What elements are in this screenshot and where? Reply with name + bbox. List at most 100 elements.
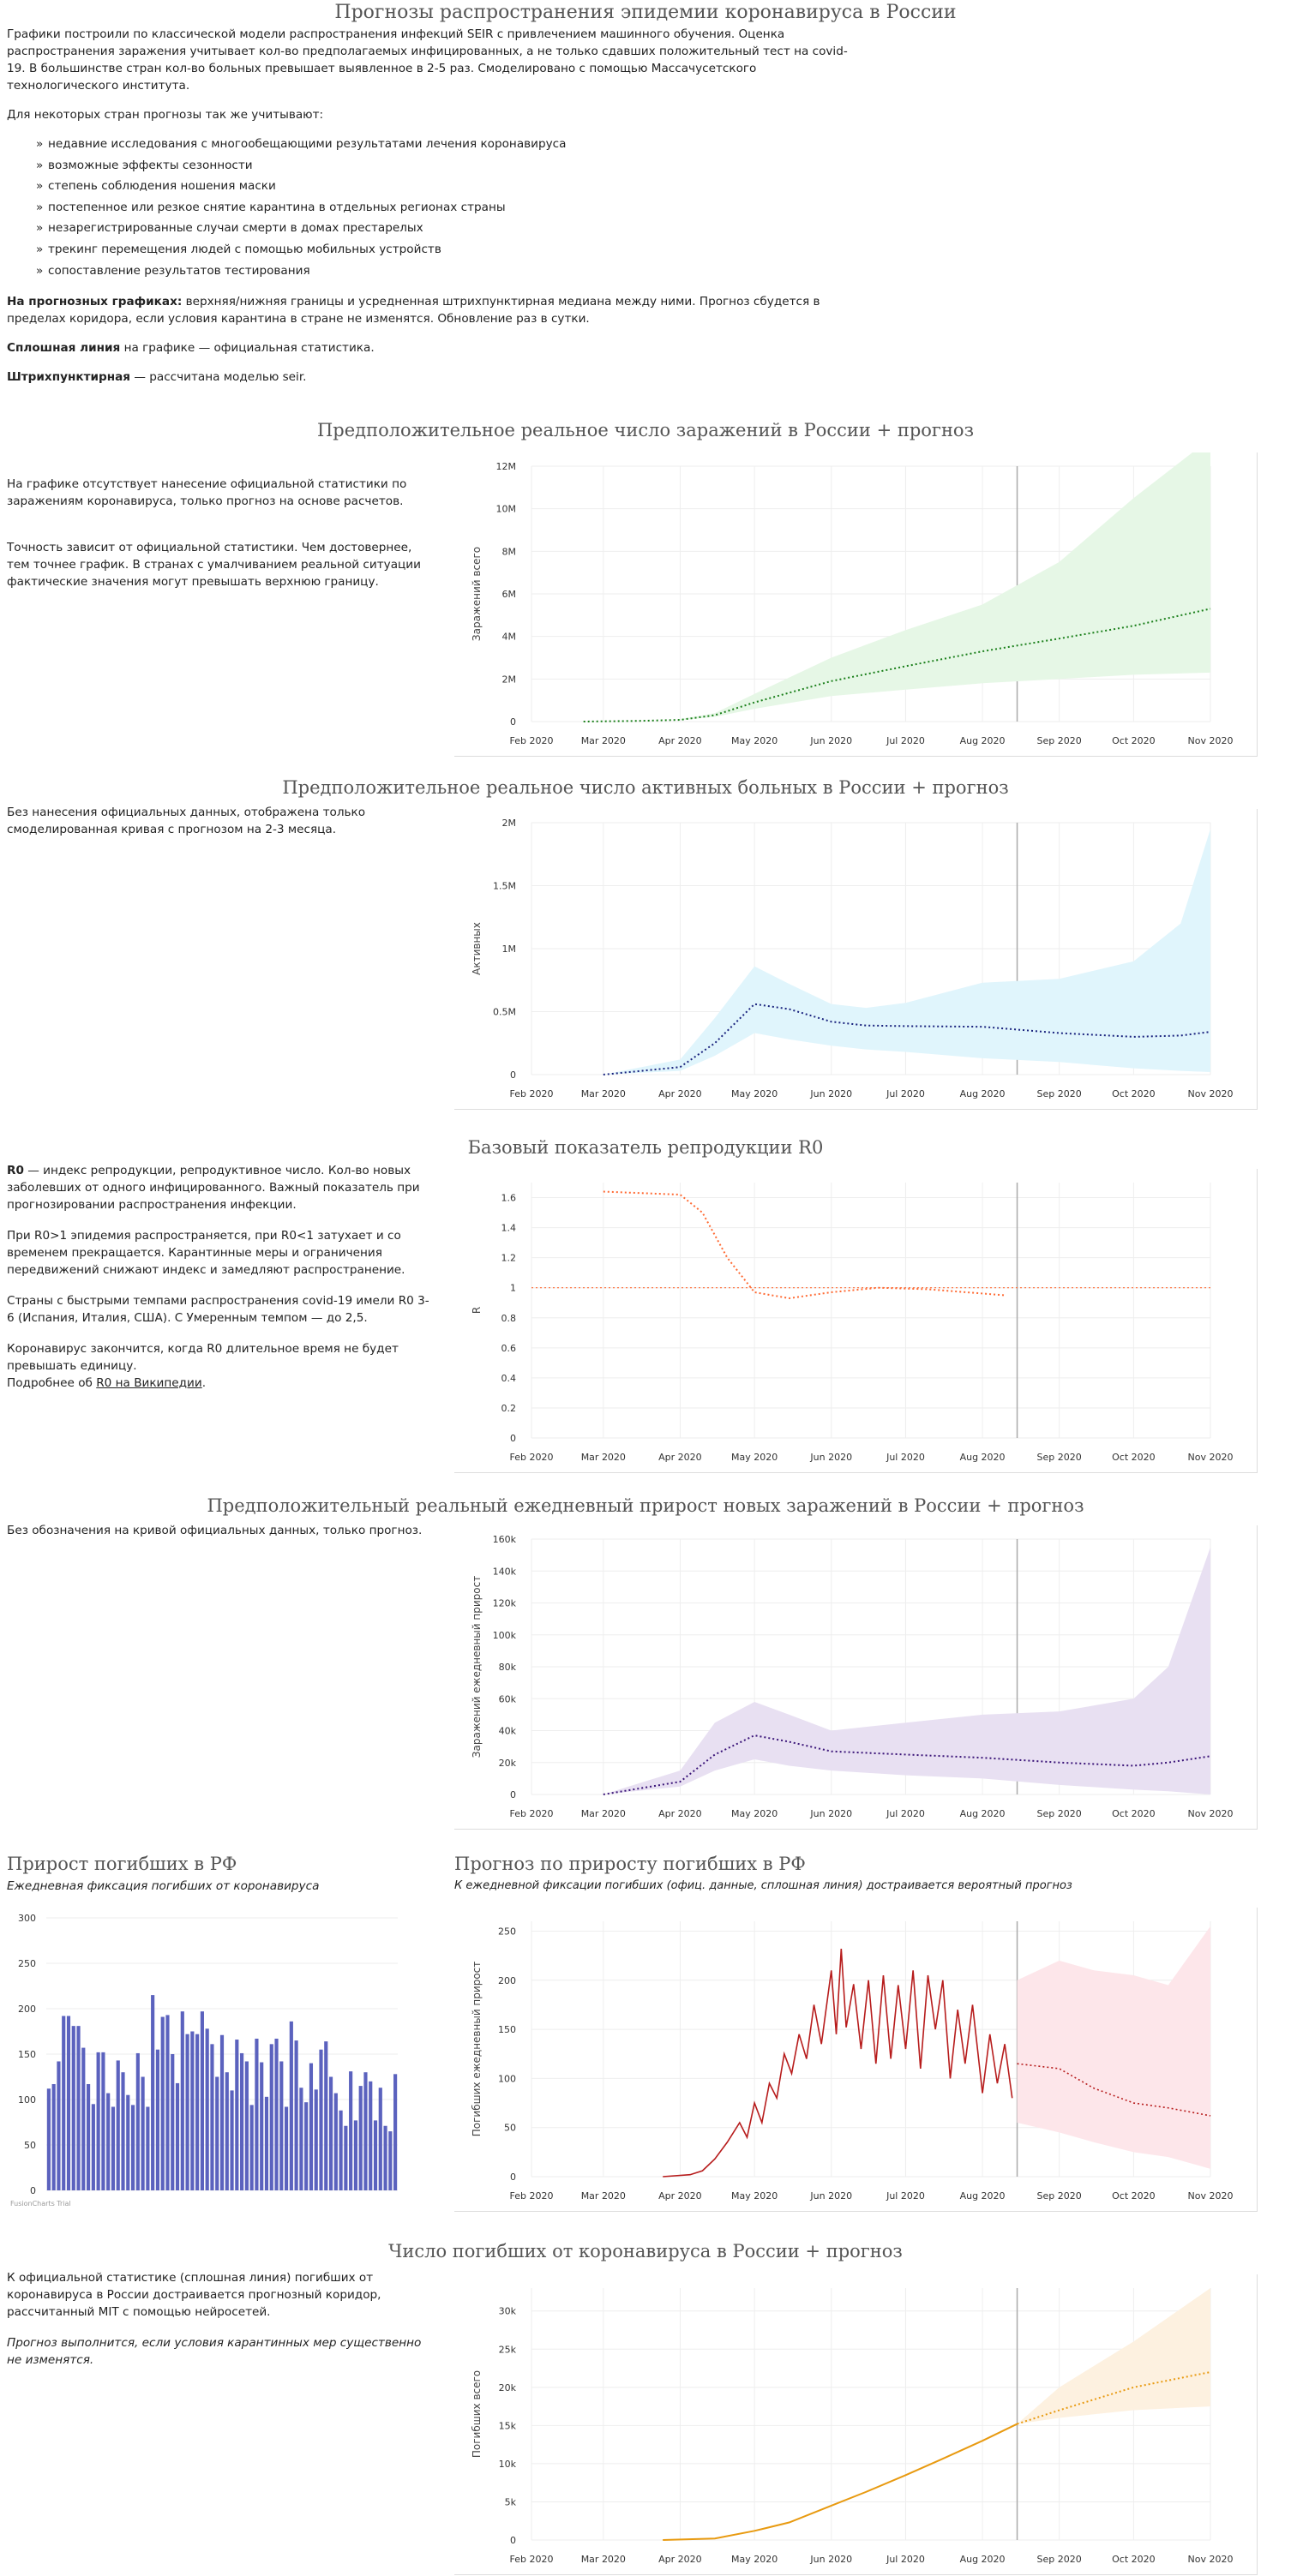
note-dashed-bold: Штрихпунктирная bbox=[7, 370, 130, 385]
bar bbox=[91, 2104, 95, 2190]
section-title-r0: Базовый показатель репродукции R0 bbox=[467, 1137, 824, 1158]
bar bbox=[126, 2094, 130, 2190]
bar bbox=[51, 2083, 56, 2190]
x-tick-label: Aug 2020 bbox=[960, 2190, 1006, 2202]
bar bbox=[333, 2093, 338, 2190]
note-forecast: На прогнозных графиках: верхняя/нижняя г… bbox=[7, 293, 856, 327]
y-axis-label: Заражений ежедневный прирост bbox=[471, 1576, 483, 1758]
y-tick-label: 2M bbox=[502, 818, 517, 829]
bar bbox=[210, 2044, 214, 2190]
section-title-deaths-total: Число погибших от коронавируса в России … bbox=[388, 2241, 903, 2261]
y-tick-label: 80k bbox=[499, 1662, 517, 1673]
y-axis-label: Заражений всего bbox=[471, 547, 483, 641]
bar bbox=[130, 2105, 135, 2190]
deaths-growth-chart: 0 50 100 150 200 250 300 FusionCharts Trial bbox=[10, 1913, 398, 2208]
x-tick-label: Jul 2020 bbox=[886, 2554, 925, 2565]
bar bbox=[319, 2049, 323, 2190]
active-description: Без нанесения официальных данных, отобра… bbox=[7, 804, 431, 852]
x-tick-label: Mar 2020 bbox=[581, 1452, 626, 1463]
bar bbox=[279, 2061, 284, 2190]
x-tick-label: Oct 2020 bbox=[1112, 735, 1156, 746]
bar bbox=[66, 2016, 71, 2190]
x-tick-label: Aug 2020 bbox=[960, 735, 1006, 746]
x-tick-label: Jun 2020 bbox=[809, 735, 852, 746]
active-band bbox=[603, 829, 1210, 1075]
bar bbox=[269, 2044, 273, 2190]
y-tick-label: 100 bbox=[498, 2073, 516, 2084]
y-tick-label: 30k bbox=[499, 2306, 517, 2317]
x-tick-label: Oct 2020 bbox=[1112, 1808, 1156, 1819]
section-title-daily: Предположительный реальный ежедневный пр… bbox=[207, 1495, 1084, 1516]
r0-more-prefix: Подробнее об bbox=[7, 1376, 97, 1390]
bar bbox=[121, 2072, 125, 2190]
y-tick-label: 0.2 bbox=[501, 1403, 517, 1414]
bar bbox=[151, 1995, 155, 2190]
y-tick-label: 25k bbox=[499, 2344, 517, 2355]
x-tick-label: Sep 2020 bbox=[1037, 1808, 1082, 1819]
y-tick-label: 160k bbox=[493, 1534, 517, 1545]
bar bbox=[175, 2082, 180, 2190]
deaths-forecast-band bbox=[1017, 1926, 1210, 2169]
x-tick-label: Aug 2020 bbox=[960, 2554, 1006, 2565]
bar bbox=[249, 2105, 254, 2190]
y-tick-label: 5k bbox=[505, 2496, 517, 2507]
bar bbox=[349, 2071, 353, 2190]
intro-paragraph: Графики построили по классической модели… bbox=[7, 27, 848, 93]
bar bbox=[289, 2021, 293, 2190]
x-tick-label: May 2020 bbox=[731, 1452, 778, 1463]
y-tick-label: 100 bbox=[18, 2094, 36, 2106]
y-tick-label: 200 bbox=[498, 1975, 516, 1986]
bar bbox=[264, 2096, 269, 2190]
bar bbox=[171, 2054, 175, 2190]
r0-wikipedia-link[interactable]: R0 на Википедии bbox=[96, 1376, 202, 1390]
bar bbox=[294, 2040, 298, 2190]
x-tick-label: Jun 2020 bbox=[809, 1808, 852, 1819]
x-tick-label: Oct 2020 bbox=[1112, 1088, 1156, 1099]
deaths-total-forecast-line bbox=[1017, 2371, 1211, 2425]
y-tick-label: 8M bbox=[502, 546, 517, 557]
intro-lead: Для некоторых стран прогнозы так же учит… bbox=[7, 108, 324, 122]
note-forecast-bold: На прогнозных графиках: bbox=[7, 295, 183, 309]
x-tick-label: Oct 2020 bbox=[1112, 1452, 1156, 1463]
x-tick-label: Feb 2020 bbox=[510, 735, 554, 746]
y-tick-label: 15k bbox=[499, 2420, 517, 2431]
y-tick-label: 0.5M bbox=[493, 1007, 516, 1018]
r0-text-4: Коронавирус закончится, когда R0 длитель… bbox=[7, 1342, 399, 1373]
deaths-total-description: К официальной статистике (сплошная линия… bbox=[7, 2269, 431, 2382]
bar bbox=[260, 2062, 264, 2190]
y-tick-label: 0.6 bbox=[501, 1343, 517, 1354]
note-solid-bold: Сплошная линия bbox=[7, 341, 121, 356]
section-title-deaths-forecast: Прогноз по приросту погибших в РФ bbox=[454, 1854, 806, 1874]
bar bbox=[57, 2061, 61, 2190]
bar bbox=[96, 2052, 100, 2190]
x-tick-label: Nov 2020 bbox=[1188, 2190, 1234, 2202]
bar bbox=[230, 2090, 234, 2190]
deaths-total-chart: 0 5k 10k 15k 20k 25k 30k Feb 2020 Mar 2020 Apr 20… bbox=[454, 2274, 1258, 2575]
deaths-total-official-line bbox=[663, 2423, 1018, 2541]
daily-description: Без обозначения на кривой официальных да… bbox=[7, 1522, 431, 1553]
y-tick-label: 250 bbox=[498, 1926, 516, 1937]
y-tick-label: 1.6 bbox=[501, 1193, 517, 1204]
bar bbox=[200, 2011, 204, 2190]
x-tick-label: Aug 2020 bbox=[960, 1452, 1006, 1463]
infections-band bbox=[680, 452, 1210, 721]
bar bbox=[373, 2120, 378, 2190]
x-tick-label: Feb 2020 bbox=[510, 1088, 554, 1099]
daily-chart: 0 20k 40k 60k 80k 100k 120k 140k 160k Feb 2020 Mar… bbox=[454, 1525, 1258, 1830]
r0-line bbox=[603, 1190, 1006, 1299]
bar bbox=[180, 2011, 184, 2190]
bar bbox=[225, 2072, 229, 2190]
y-tick-label: 300 bbox=[18, 1913, 36, 1924]
deaths-total-text-1: К официальной статистике (сплошная линия… bbox=[7, 2271, 381, 2319]
r0-term: R0 bbox=[7, 1164, 24, 1177]
y-tick-label: 0.8 bbox=[501, 1313, 517, 1324]
r0-text-1: R0 — индекс репродукции, репродуктивное … bbox=[7, 1162, 431, 1213]
bar bbox=[353, 2120, 357, 2190]
bar bbox=[116, 2060, 120, 2190]
active-text-1: Без нанесения официальных данных, отобра… bbox=[7, 806, 366, 836]
y-tick-label: 50 bbox=[24, 2140, 36, 2151]
r0-text-3: Страны с быстрыми темпами распространени… bbox=[7, 1294, 429, 1325]
y-tick-label: 0 bbox=[510, 2535, 516, 2546]
x-tick-label: Apr 2020 bbox=[658, 2554, 702, 2565]
x-tick-label: Sep 2020 bbox=[1037, 1088, 1082, 1099]
